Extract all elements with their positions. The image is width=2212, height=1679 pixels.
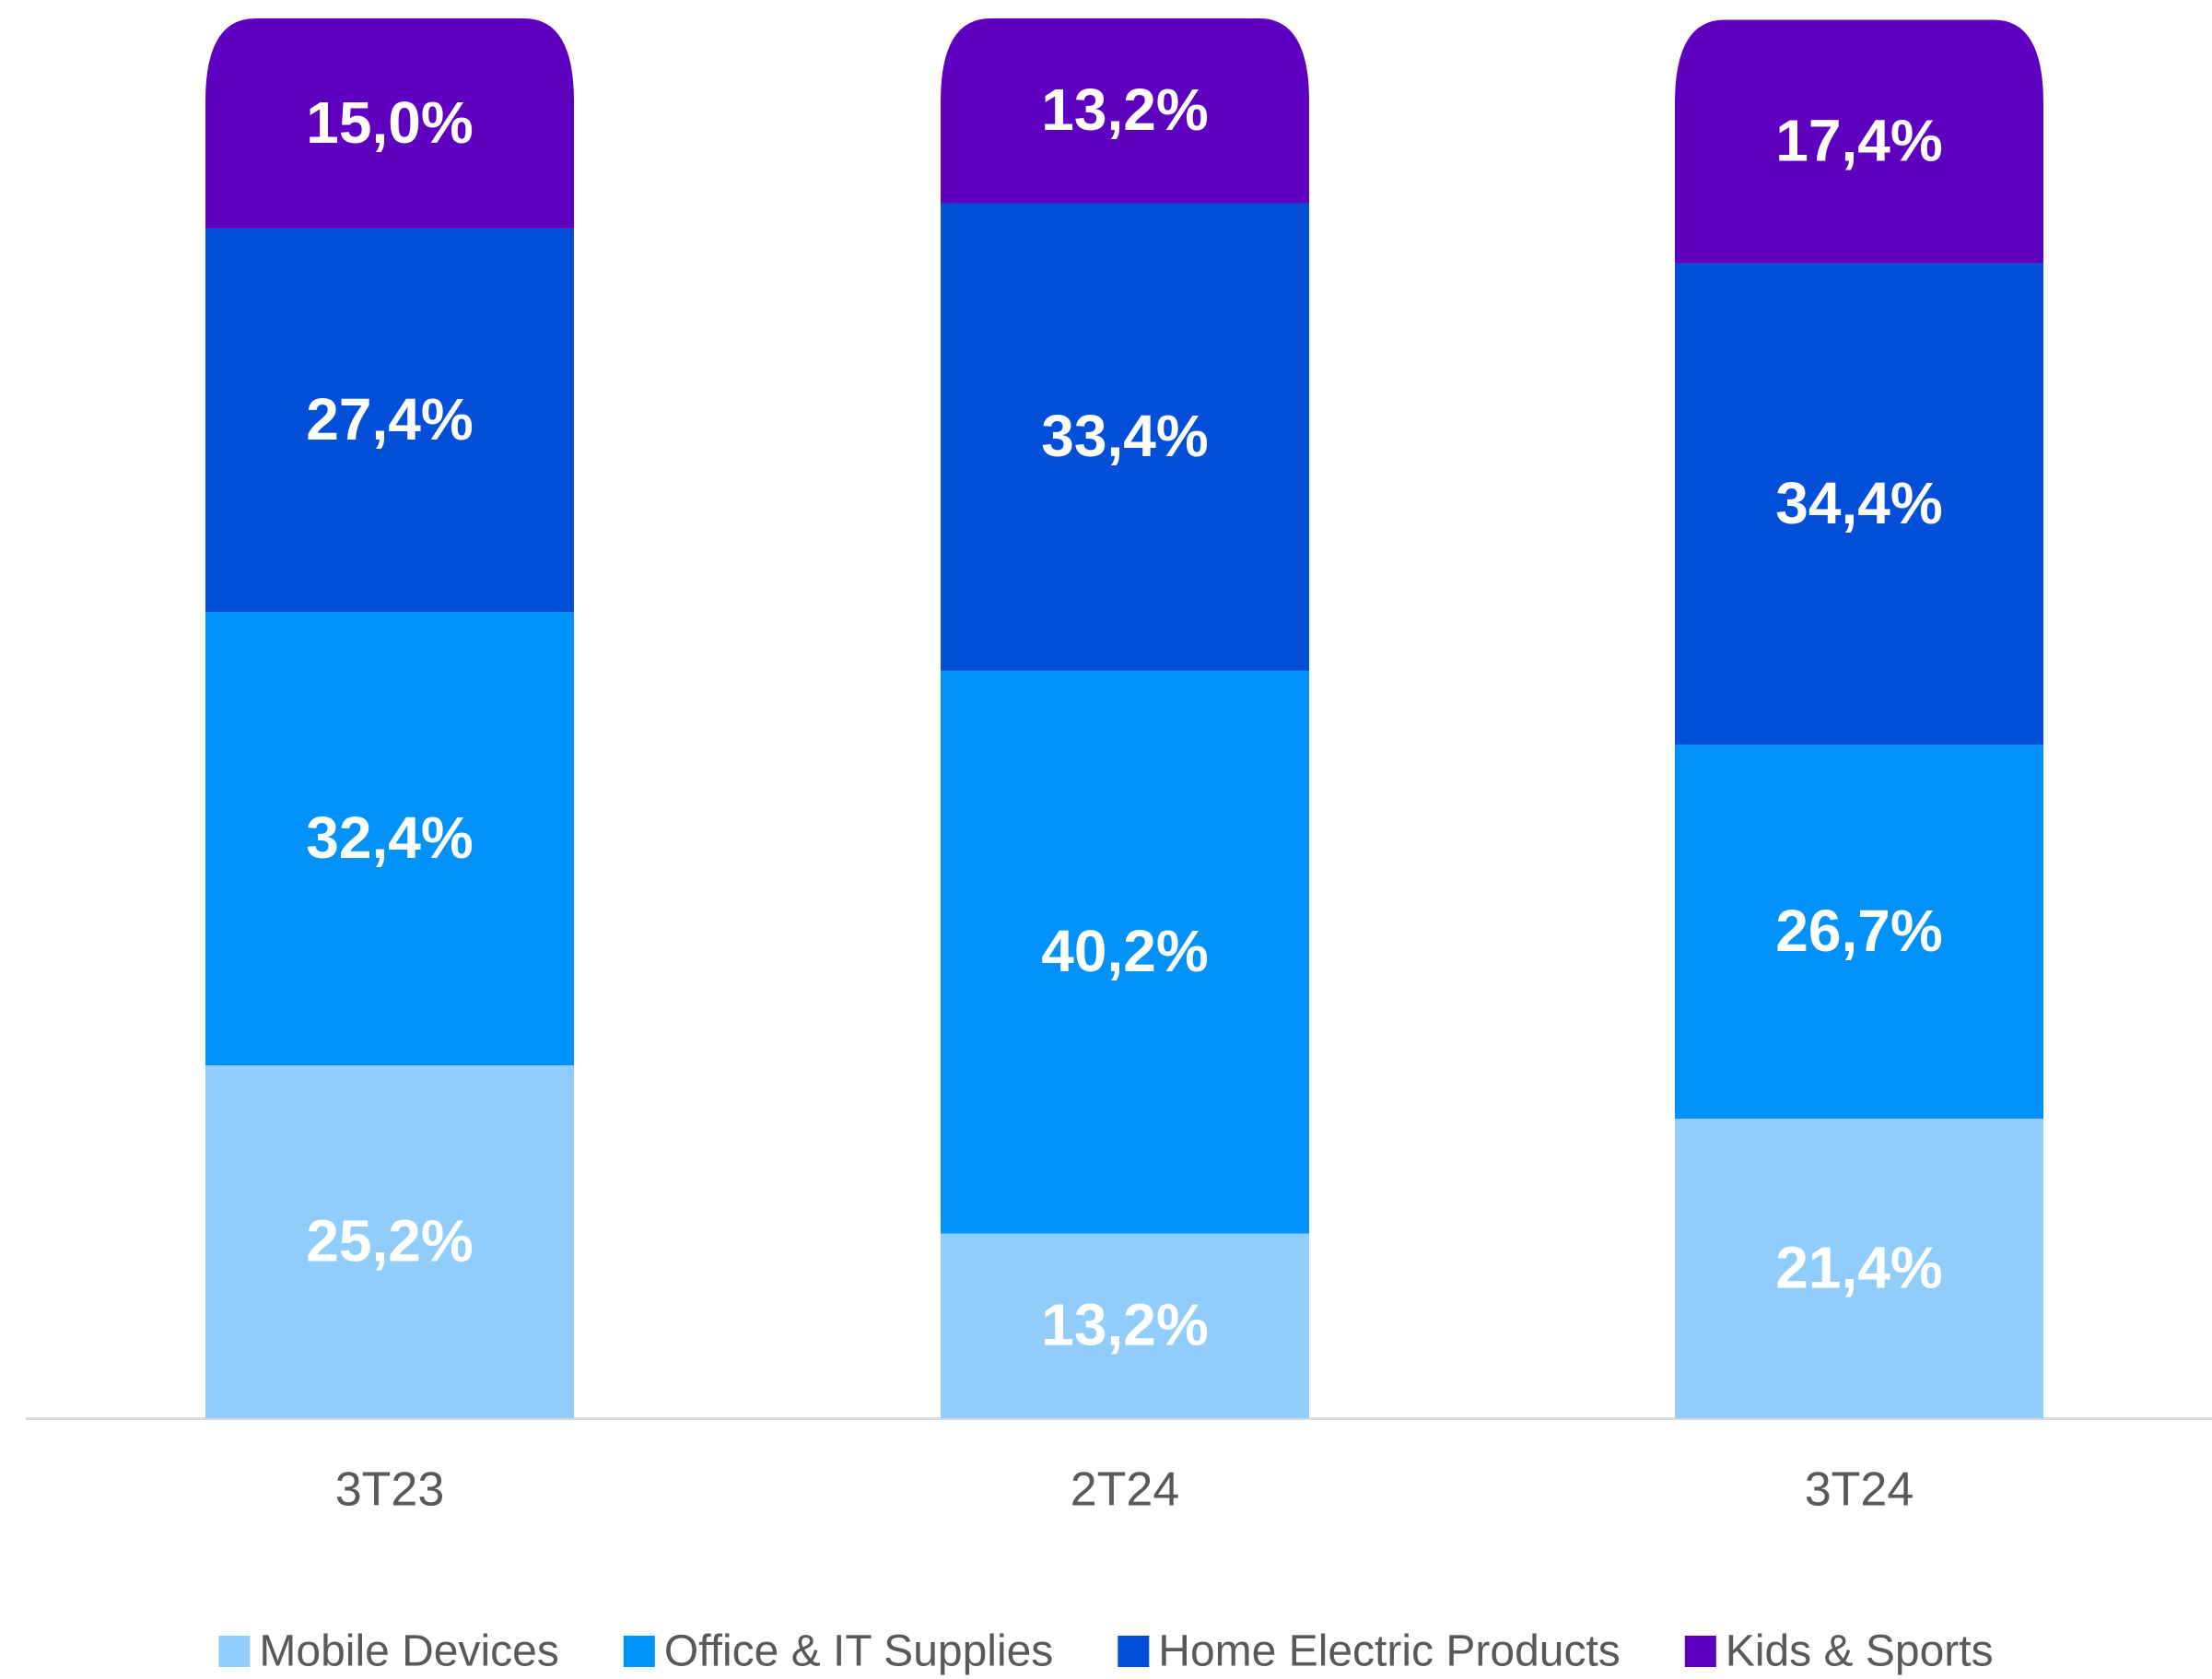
x-tick-label: 3T23: [335, 1463, 445, 1517]
bar-segment: [1675, 1118, 2043, 1418]
legend-swatch: [1118, 1636, 1150, 1667]
data-label: 21,4%: [1775, 1234, 1942, 1300]
bar-segment: [205, 18, 574, 229]
data-label: 13,2%: [1041, 76, 1208, 143]
legend-label: Office & IT Supplies: [664, 1627, 1053, 1676]
data-label: 27,4%: [306, 386, 473, 452]
data-label: 32,4%: [306, 804, 473, 871]
legend-swatch: [218, 1636, 251, 1667]
bar-segment: [941, 1233, 1309, 1418]
bar-segment: [1675, 745, 2043, 1119]
data-label: 34,4%: [1775, 470, 1942, 536]
legend-swatch: [623, 1636, 655, 1667]
x-tick-label: 2T24: [1071, 1463, 1180, 1517]
data-label: 17,4%: [1775, 108, 1942, 174]
data-label: 25,2%: [306, 1208, 473, 1274]
data-label: 40,2%: [1041, 918, 1208, 984]
bar-segment: [941, 670, 1309, 1234]
bar-segment: [1675, 19, 2043, 264]
bar-segment: [205, 612, 574, 1066]
legend-label: Mobile Devices: [259, 1627, 558, 1676]
data-label: 33,4%: [1041, 403, 1208, 469]
data-label: 26,7%: [1775, 898, 1942, 964]
legend-label: Kids & Sports: [1726, 1627, 1994, 1676]
data-label: 15,0%: [306, 89, 473, 156]
bar-segment: [205, 1065, 574, 1418]
bar-segment: [205, 228, 574, 613]
x-tick-label: 3T24: [1805, 1463, 1914, 1517]
legend-label: Home Electric Products: [1158, 1627, 1621, 1676]
bar-segment: [941, 203, 1309, 671]
bar-segment: [941, 18, 1309, 204]
bar-segment: [1675, 263, 2043, 746]
data-label: 13,2%: [1041, 1292, 1208, 1358]
legend-swatch: [1684, 1636, 1716, 1667]
